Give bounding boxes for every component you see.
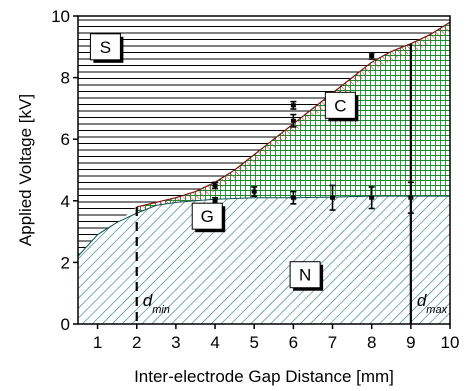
region-s-area [78, 16, 450, 257]
plot-frame [77, 15, 451, 325]
x-axis-label: Inter-electrode Gap Distance [mm] [134, 367, 394, 386]
y-tick-label: 6 [61, 130, 70, 149]
x-tick-label: 4 [210, 333, 219, 352]
x-tick-label: 6 [289, 333, 298, 352]
y-tick-label: 10 [51, 7, 70, 26]
marker-sub-d_min: min [152, 304, 170, 316]
region-n-area [78, 196, 450, 324]
glow-threshold-point [212, 198, 218, 203]
region-label-box [324, 91, 356, 119]
marker-sub-d_max: max [426, 304, 447, 316]
breakdown-point [290, 103, 296, 108]
breakdown-point [290, 118, 296, 123]
x-tick-label: 9 [406, 333, 415, 352]
region-g-area [136, 22, 450, 214]
y-tick-label: 2 [61, 253, 70, 272]
region-label-box [89, 33, 121, 61]
y-axis-label: Applied Voltage [kV] [16, 94, 35, 246]
glow-threshold-point [408, 195, 414, 200]
region-label-box [191, 202, 223, 230]
region-label-s: S [100, 38, 111, 57]
y-tick-label: 4 [61, 192, 70, 211]
x-tick-label: 3 [171, 333, 180, 352]
glow-threshold-point [330, 195, 336, 200]
x-tick-label: 1 [93, 333, 102, 352]
y-tick-label: 8 [61, 69, 70, 88]
region-label-n: N [299, 266, 311, 285]
x-tick-label: 8 [367, 333, 376, 352]
breakdown-point [369, 54, 375, 59]
glow-threshold-point [290, 195, 296, 200]
x-tick-label: 7 [328, 333, 337, 352]
y-tick-label: 0 [61, 315, 70, 334]
region-label-g: G [201, 207, 214, 226]
lower-boundary-line [78, 195, 450, 257]
x-tick-label: 2 [132, 333, 141, 352]
region-label-c: C [334, 96, 346, 115]
region-label-box [289, 261, 321, 289]
breakdown-point [212, 183, 218, 188]
x-tick-label: 5 [249, 333, 258, 352]
x-tick-label: 10 [441, 333, 460, 352]
glow-threshold-point [369, 195, 375, 200]
glow-threshold-point [251, 189, 257, 194]
